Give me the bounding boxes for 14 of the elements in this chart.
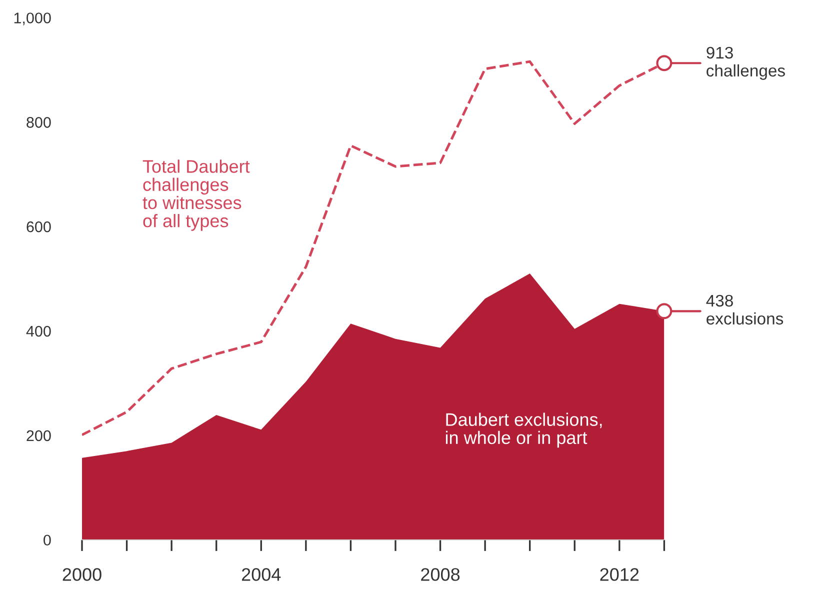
y-tick-label: 200 <box>26 430 51 442</box>
x-tick-label: 2004 <box>242 568 281 581</box>
y-tick-label: 800 <box>26 117 51 128</box>
series-label: Daubert exclusions, in whole or in part <box>446 412 602 448</box>
text: Total Daubert challenges to witnesses of all types <box>142 160 250 231</box>
x-tick-label: 2012 <box>600 568 639 581</box>
y-tick-label: 0 <box>44 534 51 546</box>
x-tick-label: 2000 <box>62 568 102 581</box>
y-tick-label: 400 <box>26 326 51 337</box>
y-tick-label: 1,000 <box>14 12 51 26</box>
y-tick-label: 600 <box>26 221 51 232</box>
annotation: 438 exclusions <box>706 294 784 325</box>
annotation: 913 challenges <box>706 46 785 80</box>
x-tick-label: 2008 <box>421 568 460 581</box>
